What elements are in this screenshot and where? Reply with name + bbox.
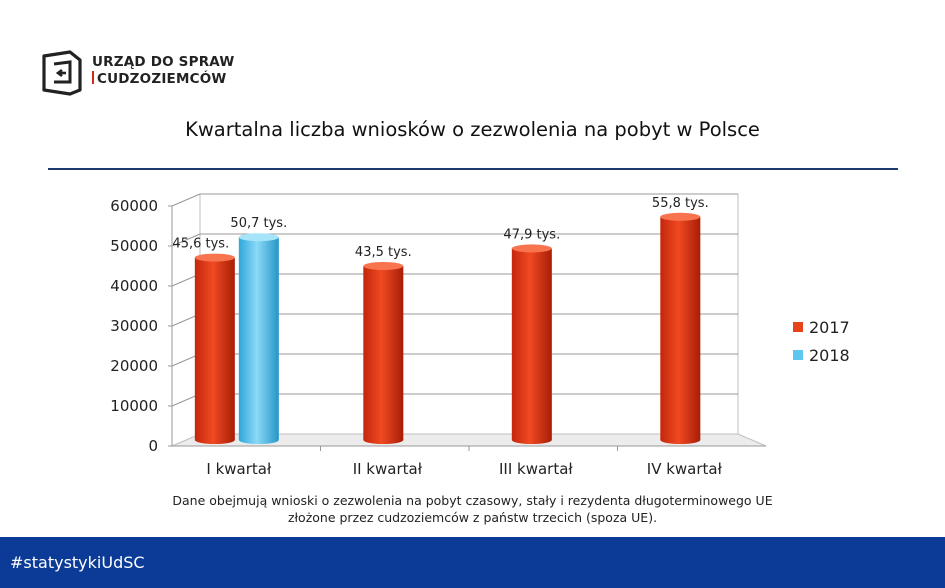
data-label: 43,5 tys.	[355, 245, 412, 260]
data-label: 47,9 tys.	[503, 227, 560, 242]
bar	[660, 216, 701, 440]
y-tick-label: 0	[148, 437, 158, 455]
footer-hashtag: #statystykiUdSC	[10, 553, 145, 572]
x-tick-label: IV kwartał	[647, 460, 723, 478]
logo-accent-bar	[92, 71, 94, 84]
x-tick-label: II kwartał	[353, 460, 423, 478]
y-tick-label: 30000	[110, 317, 158, 335]
gridline-diag	[171, 193, 201, 207]
bar-top	[511, 244, 552, 253]
bar	[238, 237, 279, 440]
legend-label-2017: 2017	[809, 317, 850, 337]
x-tick-label: I kwartał	[206, 460, 272, 478]
logo: URZĄD DO SPRAW CUDZOZIEMCÓW	[40, 48, 260, 98]
y-tick-label: 60000	[110, 197, 158, 215]
bar-base	[194, 436, 235, 444]
y-tick-label: 20000	[110, 357, 158, 375]
page-title: Kwartalna liczba wniosków o zezwolenia n…	[185, 118, 760, 141]
bar	[363, 266, 404, 440]
logo-icon	[42, 50, 82, 96]
bar-top	[660, 212, 701, 221]
bar-base	[238, 436, 279, 444]
data-label: 55,8 tys.	[652, 196, 709, 211]
footnote-line-1: Dane obejmują wnioski o zezwolenia na po…	[172, 493, 773, 508]
legend-item-2017: 2017	[793, 313, 850, 341]
legend: 2017 2018	[793, 313, 850, 369]
bar-base	[660, 436, 701, 444]
bar-top	[363, 262, 404, 270]
legend-swatch-2018	[793, 350, 803, 360]
bar	[194, 257, 235, 440]
y-tick-label: 50000	[110, 237, 158, 255]
footnote-line-2: złożone przez cudzoziemców z państw trze…	[287, 510, 658, 525]
logo-line-2: CUDZOZIEMCÓW	[97, 71, 227, 87]
legend-swatch-2017	[793, 322, 803, 332]
gridline-diag	[171, 233, 201, 247]
y-tick-label: 10000	[110, 397, 158, 415]
bar-top	[194, 253, 235, 262]
logo-line-1: URZĄD DO SPRAW	[92, 54, 235, 70]
bar-chart: 0 10000 20000 30000 40000 50000 60000 I kwartał…	[110, 193, 767, 478]
data-label: 45,6 tys.	[172, 237, 229, 252]
bar-top	[238, 233, 279, 242]
chart-footnote: Dane obejmują wnioski o zezwolenia na po…	[0, 492, 945, 526]
x-tick-label: III kwartał	[499, 460, 573, 478]
footer-bar: #statystykiUdSC	[0, 537, 945, 588]
legend-label-2018: 2018	[809, 345, 850, 365]
bar-base	[511, 436, 552, 444]
legend-item-2018: 2018	[793, 341, 850, 369]
data-label: 50,7 tys.	[230, 216, 287, 231]
bar	[511, 248, 552, 440]
y-tick-label: 40000	[110, 277, 158, 295]
bar-base	[363, 436, 404, 444]
title-divider	[48, 168, 898, 170]
